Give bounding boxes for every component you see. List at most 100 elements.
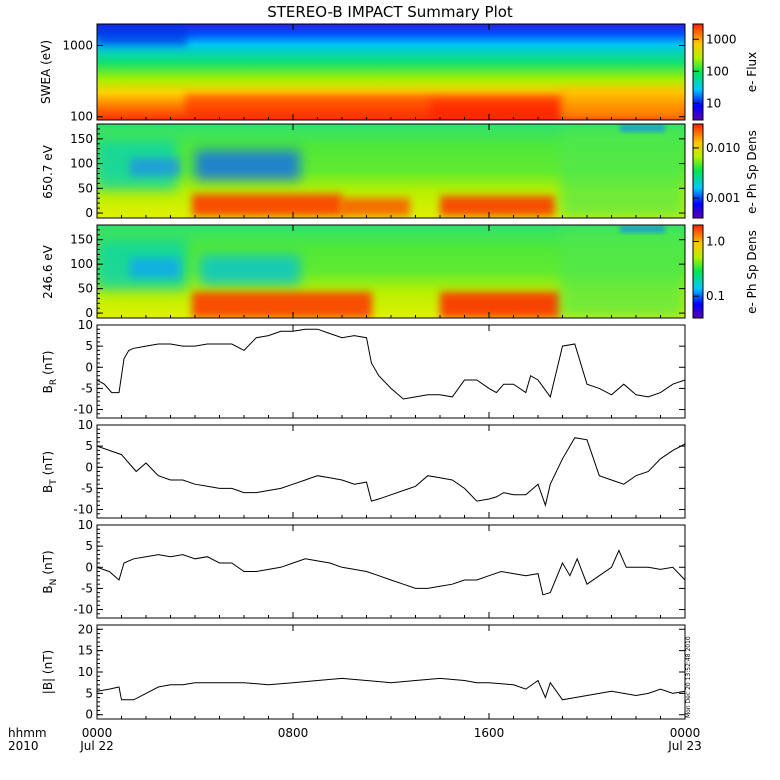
xtick-date-label-3: Jul 23 xyxy=(667,739,702,753)
xtick-label-0: 0000 xyxy=(82,726,113,740)
pad246-ytick-label-2: 50 xyxy=(78,282,93,296)
swea-colorbar-label: e- Flux xyxy=(745,52,759,92)
swea-panel: 1000 100 SWEA (eV) 1000 100 10 e- Flux xyxy=(39,23,759,124)
pad650-lowdens-region xyxy=(195,150,300,180)
bmag-y-axis: 20 15 10 5 0 xyxy=(78,622,685,722)
pad246-lowdens-region-2 xyxy=(200,255,300,285)
br-ytick-label-4: -10 xyxy=(73,403,93,417)
swea-reduced-region xyxy=(560,88,685,120)
xtick-label-3: 0000 xyxy=(670,726,701,740)
bn-ylabel: BN (nT) xyxy=(41,550,59,593)
pad246-bluegap-region xyxy=(620,225,665,233)
bt-series xyxy=(97,437,685,508)
pad246-strahl-region-2 xyxy=(440,292,560,318)
pad246-cbar-tick-label-0: 1.0 xyxy=(706,234,725,248)
br-y-axis: 10 5 0 -5 -10 xyxy=(73,318,685,419)
pad650-panel: 150 100 50 0 650.7 eV 0.010 0.001 e- Ph Sp D… xyxy=(41,123,759,220)
xtick-label-2: 1600 xyxy=(474,726,505,740)
bmag-ytick-label-0: 20 xyxy=(78,622,93,636)
swea-highflux-region-late xyxy=(430,100,560,120)
bn-ylabel-unit: (nT) xyxy=(41,550,55,574)
bt-ytick-label-4: -10 xyxy=(73,503,93,517)
bmag-ylabel: |B| (nT) xyxy=(41,650,55,694)
pad650-y-axis: 150 100 50 0 xyxy=(70,123,685,220)
pad246-y-axis: 150 100 50 0 xyxy=(70,224,685,320)
bmag-frame xyxy=(96,624,686,720)
bn-ytick-label-2: 0 xyxy=(85,560,93,574)
time-axis-label: hhmm xyxy=(8,726,47,740)
pad650-colorbar-label: e- Ph Sp Dens xyxy=(745,130,759,214)
br-ylabel-letter: B xyxy=(41,385,55,393)
swea-colorbar xyxy=(692,23,704,121)
bn-ytick-label-1: 5 xyxy=(85,539,93,553)
plot-title: STEREO-B IMPACT Summary Plot xyxy=(267,3,513,21)
swea-lowflux-region xyxy=(97,24,187,46)
pad650-ytick-label-0: 150 xyxy=(70,132,93,146)
bt-panel: 10 5 0 -5 -10 BT (nT) xyxy=(41,418,686,519)
pad650-strahl-region-3 xyxy=(440,196,555,216)
bmag-ytick-label-4: 0 xyxy=(85,708,93,722)
pad246-cbar-tick-label-1: 0.1 xyxy=(706,289,725,303)
br-panel: 10 5 0 -5 -10 BR (nT) xyxy=(41,318,686,419)
br-ylabel-sub: R xyxy=(49,379,59,385)
pad650-cbar-tick-label-1: 0.001 xyxy=(706,191,740,205)
swea-ytick-label-1: 100 xyxy=(70,110,93,124)
pad246-panel: 150 100 50 0 246.6 eV 1.0 0.1 e- Ph Sp Dens xyxy=(41,224,759,320)
pad650-strahl-region xyxy=(192,194,342,216)
bn-ylabel-sub: N xyxy=(49,579,59,586)
bn-series xyxy=(97,549,685,596)
pad246-ytick-label-0: 150 xyxy=(70,233,93,247)
pad650-ytick-label-2: 50 xyxy=(78,181,93,195)
bn-ytick-label-0: 10 xyxy=(78,518,93,532)
bt-ytick-label-3: -5 xyxy=(81,481,93,495)
bn-ylabel-letter: B xyxy=(41,585,55,593)
br-frame xyxy=(96,324,686,419)
pad246-ytick-label-1: 100 xyxy=(70,257,93,271)
pad650-ytick-label-1: 100 xyxy=(70,157,93,171)
swea-ytick-label-0: 1000 xyxy=(62,38,93,52)
pad246-colorbar-label: e- Ph Sp Dens xyxy=(745,230,759,314)
bmag-series-line-0 xyxy=(97,677,685,701)
bmag-ytick-label-2: 10 xyxy=(78,665,93,679)
br-ylabel-unit: (nT) xyxy=(41,351,55,375)
bt-ylabel-sub: T xyxy=(49,479,59,486)
pad650-lowdens-region-2 xyxy=(130,158,180,176)
pad650-strahl-region-2 xyxy=(340,198,410,216)
pad246-lowdens-region xyxy=(130,258,180,278)
xtick-label-1: 0800 xyxy=(278,726,309,740)
swea-cbar-tick-label-2: 10 xyxy=(706,96,721,110)
pad246-colorbar-ticks: 1.0 0.1 xyxy=(693,234,725,303)
timestamp-note: Mon Dec 20 13:52:48 2010 xyxy=(685,636,692,718)
bt-y-axis: 10 5 0 -5 -10 xyxy=(73,418,685,519)
bn-panel: 10 5 0 -5 -10 BN (nT) xyxy=(41,518,686,619)
pad650-bluegap-region xyxy=(620,124,665,132)
swea-y-axis: 1000 100 xyxy=(62,38,685,124)
bmag-series xyxy=(97,677,685,701)
swea-colorbar-ticks: 1000 100 10 xyxy=(693,32,737,110)
pad650-cbar-tick-label-0: 0.010 xyxy=(706,141,740,155)
br-ytick-label-3: -5 xyxy=(81,381,93,395)
bn-series-line-0 xyxy=(97,549,685,596)
year-axis-label: 2010 xyxy=(8,739,39,753)
bt-ylabel-letter: B xyxy=(41,485,55,493)
bmag-ytick-label-3: 5 xyxy=(85,686,93,700)
bt-ytick-label-1: 5 xyxy=(85,439,93,453)
swea-cbar-tick-label-1: 100 xyxy=(706,64,729,78)
pad650-ylabel: 650.7 eV xyxy=(41,144,55,199)
pad246-strahl-region xyxy=(192,292,372,318)
xtick-date-label-0: Jul 22 xyxy=(79,739,114,753)
bn-ytick-label-3: -5 xyxy=(81,581,93,595)
br-ylabel: BR (nT) xyxy=(41,351,59,394)
bt-series-line-0 xyxy=(97,437,685,508)
bt-frame xyxy=(96,424,686,519)
bt-ylabel-unit: (nT) xyxy=(41,451,55,475)
br-ytick-label-2: 0 xyxy=(85,360,93,374)
pad650-ytick-label-3: 0 xyxy=(85,206,93,220)
pad246-green-region xyxy=(560,228,685,318)
pad246-ylabel: 246.6 eV xyxy=(41,244,55,299)
bn-ytick-label-4: -10 xyxy=(73,603,93,617)
pad246-colorbar xyxy=(692,224,704,319)
bt-ylabel: BT (nT) xyxy=(41,451,59,493)
